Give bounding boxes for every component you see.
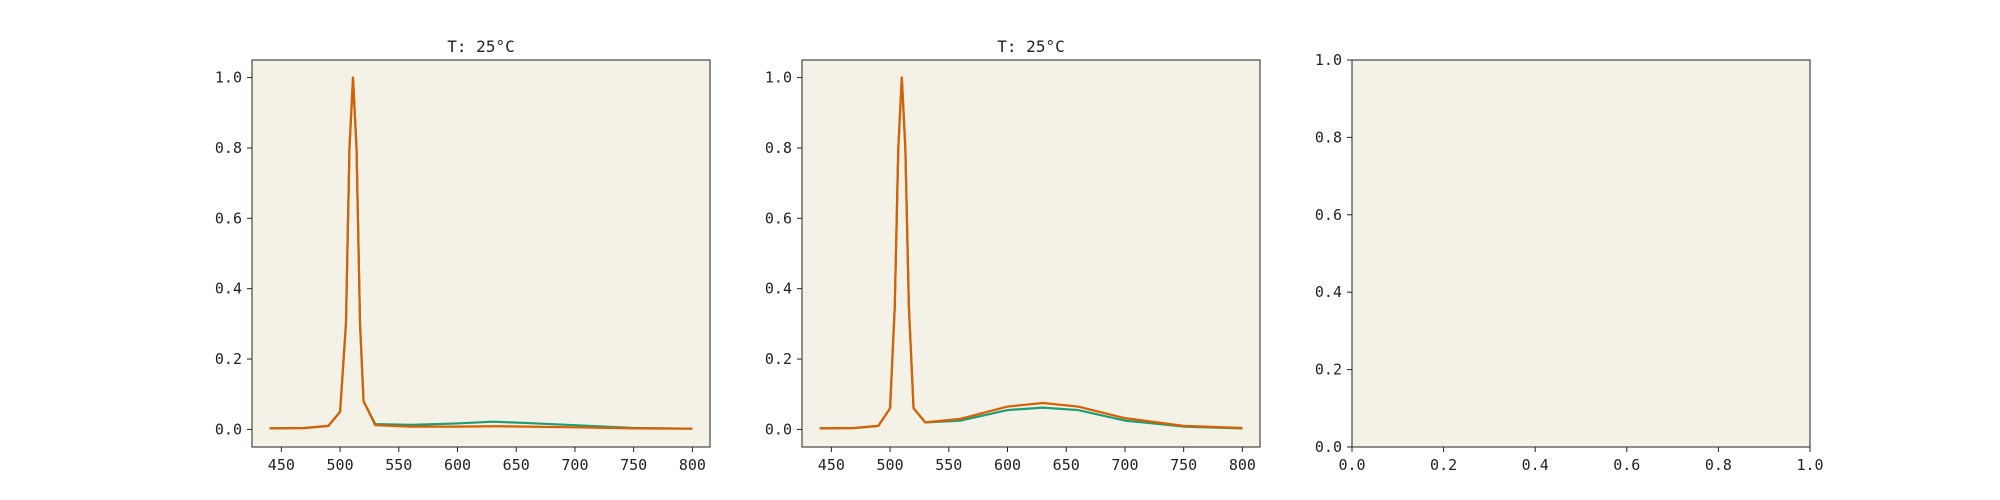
x-tick-label: 450 [818,456,845,474]
chart-panel-3: 0.0 0.2 0.4 0.6 0.8 1.0 0.0 0.2 0.4 0.6 0.8 1.0 [1315,51,1824,474]
x-tick-label: 800 [679,456,706,474]
x-tick-label: 650 [503,456,530,474]
x-tick-label: 0.0 [1338,456,1365,474]
chart-panel-2: 450 500 550 600 650 700 750 800 0.0 0.2 0.4 0.6 0.8 1… [765,37,1261,474]
x-tick-label: 500 [877,456,904,474]
y-tick-label: 0.8 [215,139,242,157]
y-tick-label: 0.8 [1315,128,1342,146]
plot-area [802,60,1260,447]
axes-frame [251,59,711,448]
y-tick-label: 0.6 [765,209,792,227]
y-tick-label: 0.6 [1315,206,1342,224]
x-tick-label: 750 [1170,456,1197,474]
x-tick-label: 600 [994,456,1021,474]
y-tick-label: 1.0 [765,69,792,87]
y-tick-label: 0.2 [215,350,242,368]
x-tick-label: 600 [444,456,471,474]
chart-panel-1: 450 500 550 600 650 700 750 800 0.0 0.2 0.4 0.6 0.8 1… [215,37,711,474]
y-tick-label: 0.4 [765,280,792,298]
y-tick-label: 0.0 [1315,438,1342,456]
y-tick-label: 0.4 [1315,283,1342,301]
x-tick-label: 750 [620,456,647,474]
axes-frame [801,59,1261,448]
x-tick-label: 700 [561,456,588,474]
x-tick-label: 550 [935,456,962,474]
x-tick-label: 0.8 [1705,456,1732,474]
x-tick-label: 650 [1053,456,1080,474]
y-tick-label: 0.0 [215,420,242,438]
x-tick-label: 0.6 [1613,456,1640,474]
x-tick-label: 700 [1111,456,1138,474]
x-tick-label: 0.4 [1522,456,1549,474]
plot-area [1352,60,1810,447]
x-tick-label: 550 [385,456,412,474]
y-tick-label: 0.6 [215,209,242,227]
chart-title: T: 25°C [997,37,1064,56]
x-tick-label: 0.2 [1430,456,1457,474]
y-tick-label: 0.2 [765,350,792,368]
y-tick-label: 1.0 [1315,51,1342,69]
x-tick-label: 1.0 [1796,456,1823,474]
y-tick-label: 0.2 [1315,361,1342,379]
x-tick-label: 500 [327,456,354,474]
plot-area [252,60,710,447]
x-tick-label: 800 [1229,456,1256,474]
y-tick-label: 0.8 [765,139,792,157]
series-line-2 [269,76,693,430]
chart-title: T: 25°C [447,37,514,56]
x-tick-label: 450 [268,456,295,474]
y-tick-label: 0.0 [765,420,792,438]
y-tick-label: 1.0 [215,69,242,87]
axes-frame [1351,59,1811,448]
y-tick-label: 0.4 [215,280,242,298]
series-line-2 [819,76,1243,430]
